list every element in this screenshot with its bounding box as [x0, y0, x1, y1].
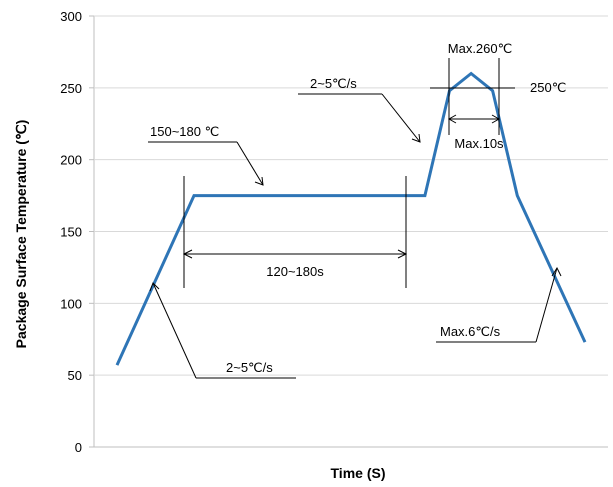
arrowhead-left — [182, 249, 193, 259]
peak-time-label: Max.10s — [454, 136, 504, 151]
ramp-up-1-arrowhead — [149, 282, 160, 292]
y-tick-label-250: 250 — [60, 81, 82, 96]
ramp-up-2-leader — [381, 93, 421, 143]
y-tick-label-0: 0 — [75, 440, 82, 455]
y-tick-label-300: 300 — [60, 9, 82, 24]
y-tick-label-200: 200 — [60, 153, 82, 168]
y-axis-title: Package Surface Temperature (℃) — [13, 120, 29, 349]
x-axis-title: Time (S) — [331, 465, 386, 481]
ramp-up-1-leader — [152, 282, 197, 379]
ramp-up-2-label: 2~5℃/s — [310, 76, 357, 91]
peak-arrowhead-left — [447, 114, 457, 124]
grid-lines — [89, 15, 608, 448]
ramp-up-1-label: 2~5℃/s — [226, 360, 273, 375]
ramp-down-arrowhead — [551, 266, 562, 277]
peak-level-label: 250℃ — [530, 80, 566, 95]
arrowhead-right — [397, 249, 408, 259]
y-tick-label-50: 50 — [68, 368, 82, 383]
y-tick-label-100: 100 — [60, 296, 82, 311]
y-tick-label-150: 150 — [60, 225, 82, 240]
preheat-temp-arrowhead — [254, 176, 264, 186]
peak-arrowhead-right — [491, 114, 501, 124]
preheat-temp-label: 150~180 ℃ — [150, 124, 219, 139]
annotation-lines — [148, 58, 562, 379]
preheat-temp-leader — [236, 141, 264, 186]
preheat-time-label: 120~180s — [266, 264, 324, 279]
peak-max-label: Max.260℃ — [448, 41, 512, 56]
y-tick-labels: 0 50 100 150 200 250 300 — [60, 9, 82, 455]
ramp-down-label: Max.6℃/s — [440, 324, 501, 339]
ramp-up-2-arrowhead — [411, 133, 421, 143]
temperature-profile-line — [115, 71, 587, 366]
ramp-down-leader — [535, 267, 558, 343]
